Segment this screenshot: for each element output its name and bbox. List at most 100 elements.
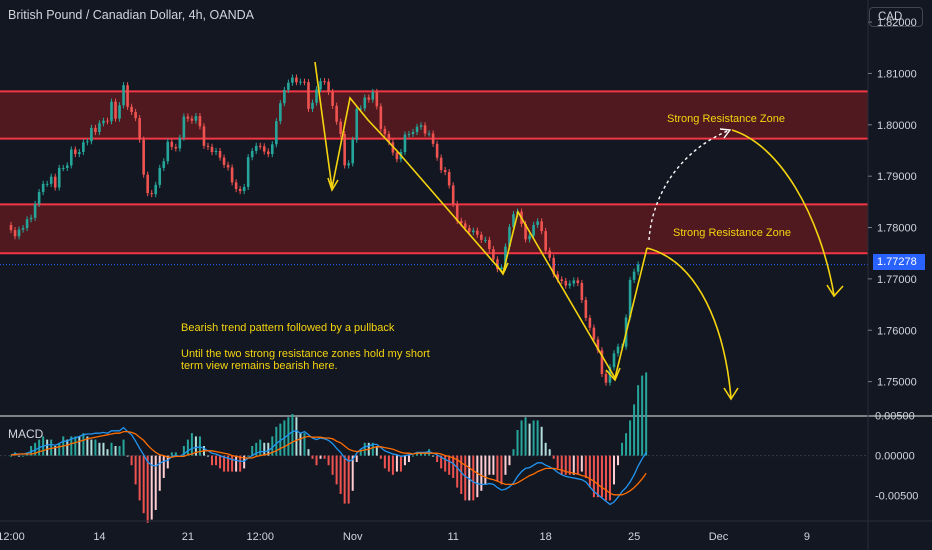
macd-histogram-bar — [621, 442, 624, 456]
candle-body — [351, 139, 354, 164]
macd-histogram-bar — [617, 455, 620, 466]
macd-histogram-bar — [219, 455, 222, 469]
projection-second-curve — [731, 129, 835, 296]
candle-body — [186, 116, 190, 119]
candle-body — [146, 174, 149, 194]
candle-body — [230, 167, 234, 183]
macd-histogram-bar — [613, 455, 615, 485]
candle-body — [632, 271, 636, 280]
candle-body — [331, 91, 334, 106]
macd-histogram-bar — [275, 426, 278, 456]
candle-body — [238, 189, 242, 192]
candle-body — [158, 167, 162, 185]
candle-body — [327, 81, 330, 92]
price-tick-label: 1.78000 — [877, 223, 917, 235]
candle-body — [588, 317, 592, 328]
candle-body — [484, 239, 487, 241]
macd-histogram-bar — [472, 455, 475, 501]
candle-body — [355, 108, 359, 140]
macd-histogram-bar — [106, 449, 109, 456]
macd-histogram-bar — [387, 455, 390, 472]
macd-histogram-bar — [420, 452, 423, 456]
time-tick-label: Nov — [343, 531, 363, 543]
candle-body — [403, 134, 407, 153]
macd-histogram-bar — [231, 455, 234, 472]
chart-title: British Pound / Canadian Dollar, 4h, OAN… — [8, 8, 254, 22]
macd-tick-label: 0.00500 — [875, 411, 915, 423]
candle-body — [61, 167, 65, 169]
macd-histogram-bar — [536, 420, 539, 456]
macd-tick-label: 0.00000 — [875, 451, 915, 463]
arrow-head — [605, 367, 621, 382]
candle-body — [271, 144, 274, 155]
lower-zone-label: Strong Resistance Zone — [673, 227, 792, 239]
candle-body — [295, 77, 298, 83]
candle-body — [114, 101, 117, 119]
candle-body — [118, 105, 121, 119]
macd-histogram-bar — [86, 436, 89, 456]
macd-histogram-bar — [279, 423, 282, 456]
candle-body — [57, 167, 61, 188]
macd-histogram-bar — [206, 455, 209, 457]
macd-histogram-bar — [263, 442, 266, 456]
candle-body — [496, 259, 499, 270]
macd-histogram-bar — [239, 455, 242, 472]
candle-body — [226, 164, 230, 168]
macd-histogram-bar — [363, 442, 366, 456]
candle-body — [299, 81, 302, 83]
macd-histogram-bar — [130, 455, 133, 466]
candle-body — [166, 141, 170, 162]
macd-histogram-bar — [243, 455, 246, 469]
macd-histogram-bar — [94, 439, 97, 456]
macd-histogram-bar — [637, 385, 640, 456]
candle-body — [435, 143, 439, 158]
candle-body — [536, 221, 539, 225]
candle-body — [548, 250, 551, 258]
macd-histogram-bar — [588, 455, 591, 488]
macd-histogram-bar — [391, 455, 394, 475]
macd-histogram-bar — [528, 423, 531, 456]
candle-body — [134, 111, 137, 119]
macd-histogram-bar — [126, 455, 129, 457]
candle-body — [198, 116, 202, 127]
candle-body — [275, 121, 278, 145]
price-tick-label: 1.80000 — [877, 120, 917, 132]
macd-histogram-bar — [428, 449, 431, 456]
candle-body — [90, 127, 93, 142]
time-tick-label: 11 — [447, 531, 458, 543]
candle-body — [367, 97, 371, 100]
macd-histogram-bar — [359, 449, 362, 456]
macd-histogram-bar — [331, 455, 334, 475]
macd-histogram-bar — [174, 452, 177, 456]
arrow-head — [723, 387, 739, 401]
macd-histogram-bar — [592, 455, 595, 498]
candle-body — [33, 203, 37, 218]
macd-histogram-bar — [524, 417, 527, 456]
macd-histogram-bar — [347, 455, 350, 504]
macd-histogram-bar — [154, 455, 157, 510]
candle-body — [556, 274, 560, 280]
macd-histogram-bar — [215, 455, 218, 466]
macd-histogram-bar — [468, 455, 471, 501]
candle-body — [122, 85, 125, 106]
macd-histogram-bar — [596, 455, 599, 498]
macd-histogram-bar — [134, 455, 137, 485]
candle-body — [291, 77, 294, 83]
candle-body — [86, 141, 89, 143]
macd-histogram-bar — [436, 455, 439, 462]
time-tick-label: 12:00 — [0, 531, 25, 543]
macd-histogram-bar — [625, 433, 628, 456]
candle-body — [78, 152, 81, 155]
price-tick-label: 1.75000 — [877, 377, 917, 389]
macd-histogram-bar — [335, 455, 338, 485]
currency-selector[interactable]: CAD — [869, 7, 923, 27]
candle-body — [246, 157, 250, 187]
candle-body — [307, 82, 310, 109]
macd-histogram-bar — [572, 455, 575, 475]
candle-body — [375, 91, 379, 107]
candle-body — [439, 157, 443, 171]
macd-histogram-bar — [548, 449, 551, 456]
macd-histogram-bar — [146, 455, 149, 523]
macd-histogram-bar — [54, 446, 57, 456]
